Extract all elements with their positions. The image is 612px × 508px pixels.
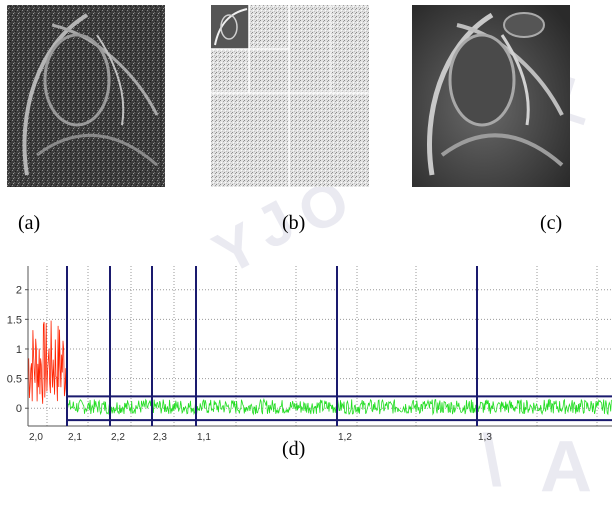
signal-segment-2-2: [109, 398, 153, 415]
y-axis-ticks: 0 0.5 1 1.5 2: [7, 285, 28, 415]
panel-label-b: (b): [282, 212, 306, 234]
signal-segment-1-1: [195, 398, 338, 416]
coefficient-chart: 0 0.5 1 1.5 2 2,0 2,1 2,2 2,3 1,1 1,2 1,3: [7, 266, 612, 442]
signal-segment-2-3: [151, 399, 196, 416]
signal-segment-2-1: [66, 399, 111, 416]
chart-signals: [27, 320, 612, 416]
segment-labels: 2,0 2,1 2,2 2,3 1,1 1,2 1,3: [29, 432, 492, 442]
chart-grid: [28, 266, 612, 426]
signal-segment-1-3: [476, 398, 612, 416]
segment-label: 2,3: [153, 432, 167, 442]
segment-label: 1,2: [338, 432, 352, 442]
segment-label: 2,1: [68, 432, 82, 442]
segment-label: 1,3: [478, 432, 492, 442]
segment-label: 2,0: [29, 432, 43, 442]
chart-frame: [27, 266, 612, 427]
signal-segment-2-0: [27, 320, 67, 404]
wavelet-decomposition-image: [211, 5, 369, 187]
segment-label: 2,2: [111, 432, 125, 442]
y-tick-label: 0: [16, 403, 22, 415]
denoised-mri-image: [412, 5, 570, 187]
y-tick-label: 1: [16, 344, 22, 356]
panel-label-d: (d): [282, 438, 306, 460]
y-tick-label: 2: [16, 285, 22, 297]
y-tick-label: 0.5: [7, 374, 22, 386]
segment-label: 1,1: [197, 432, 211, 442]
signal-segment-1-2: [336, 398, 478, 416]
y-tick-label: 1.5: [7, 314, 22, 326]
panel-label-c: (c): [540, 212, 563, 234]
panel-label-a: (a): [18, 212, 41, 234]
noisy-mri-image: [7, 5, 165, 187]
